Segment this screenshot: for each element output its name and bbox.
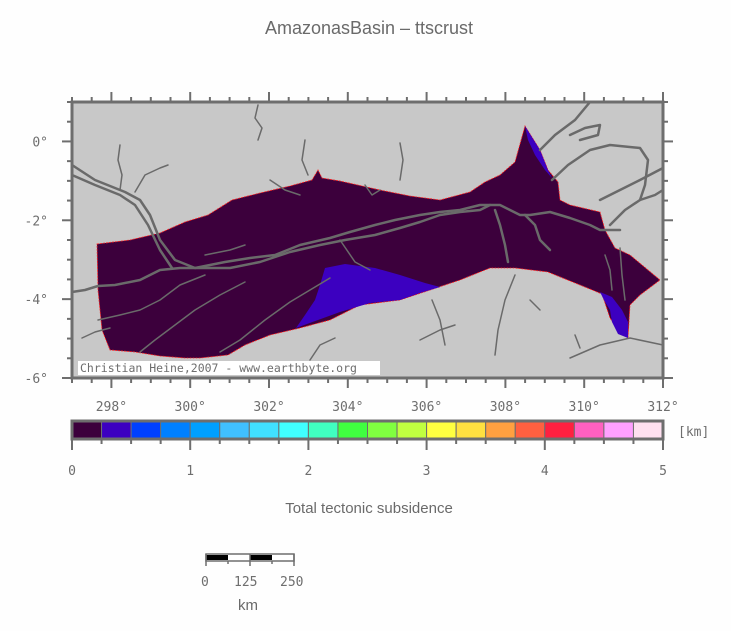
scale-label-0: 0 xyxy=(201,575,209,590)
scale-bar-unit: km xyxy=(238,597,258,614)
credit-box xyxy=(78,361,380,375)
colorbar-cell xyxy=(367,420,398,440)
basin-region-mid-southeast xyxy=(600,292,628,338)
colorbar-label: 0 xyxy=(68,464,76,479)
colorbar-cell xyxy=(101,420,132,440)
lat-label: -4° xyxy=(25,293,48,308)
colorbar-cell xyxy=(130,420,162,440)
colorbar-label: 2 xyxy=(304,464,312,479)
lon-label: 302° xyxy=(253,400,284,415)
lon-label: 298° xyxy=(96,400,127,415)
colorbar-cell xyxy=(71,420,103,440)
scale-label-250: 250 xyxy=(280,575,303,590)
lon-label: 304° xyxy=(332,400,363,415)
colorbar-cell xyxy=(307,420,339,440)
colorbar-cell xyxy=(603,420,634,440)
colorbar-label: 1 xyxy=(186,464,194,479)
basin-region-low xyxy=(96,125,661,359)
longitude-tick-labels: 298° 300° 302° 304° 306° 308° 310° 312° xyxy=(96,400,679,415)
colorbar-cell xyxy=(278,420,309,440)
colorbar xyxy=(71,420,664,440)
colorbar-cell xyxy=(573,420,605,440)
basin-region-mid-north xyxy=(525,126,552,178)
lon-label: 312° xyxy=(647,400,678,415)
lon-label: 308° xyxy=(490,400,521,415)
colorbar-ticks xyxy=(71,439,664,450)
scale-label-125: 125 xyxy=(234,575,257,590)
colorbar-cell xyxy=(248,420,280,440)
rivers xyxy=(70,100,665,361)
colorbar-cell xyxy=(160,420,191,440)
colorbar-title: Total tectonic subsidence xyxy=(285,500,453,517)
colorbar-cell xyxy=(396,420,428,440)
colorbar-unit: [km] xyxy=(678,425,709,440)
colorbar-label: 5 xyxy=(659,464,667,479)
colorbar-label: 3 xyxy=(423,464,431,479)
lat-label: 0° xyxy=(32,135,48,150)
colorbar-cell xyxy=(514,420,546,440)
colorbar-cell xyxy=(485,420,516,440)
scale-bar: 0 125 250 xyxy=(201,553,303,590)
colorbar-cell xyxy=(189,420,221,440)
colorbar-cell xyxy=(455,420,487,440)
colorbar-cell xyxy=(337,420,369,440)
colorbar-label: 4 xyxy=(541,464,549,479)
lat-label: -2° xyxy=(25,214,48,229)
map-ticks xyxy=(62,92,673,388)
lon-label: 306° xyxy=(411,400,442,415)
colorbar-cell xyxy=(632,420,664,440)
latitude-tick-labels: 0° -2° -4° -6° xyxy=(25,135,48,387)
colorbar-cell xyxy=(219,420,250,440)
lat-label: -6° xyxy=(25,372,48,387)
basin-region-mid-center xyxy=(296,264,440,328)
colorbar-cell xyxy=(426,420,457,440)
credit-text: Christian Heine,2007 - www.earthbyte.org xyxy=(80,361,357,375)
map-title: AmazonasBasin – ttscrust xyxy=(264,18,474,38)
colorbar-tick-labels: 0 1 2 3 4 5 xyxy=(68,464,667,479)
lon-label: 300° xyxy=(175,400,206,415)
colorbar-cell xyxy=(544,420,575,440)
lon-label: 310° xyxy=(569,400,600,415)
